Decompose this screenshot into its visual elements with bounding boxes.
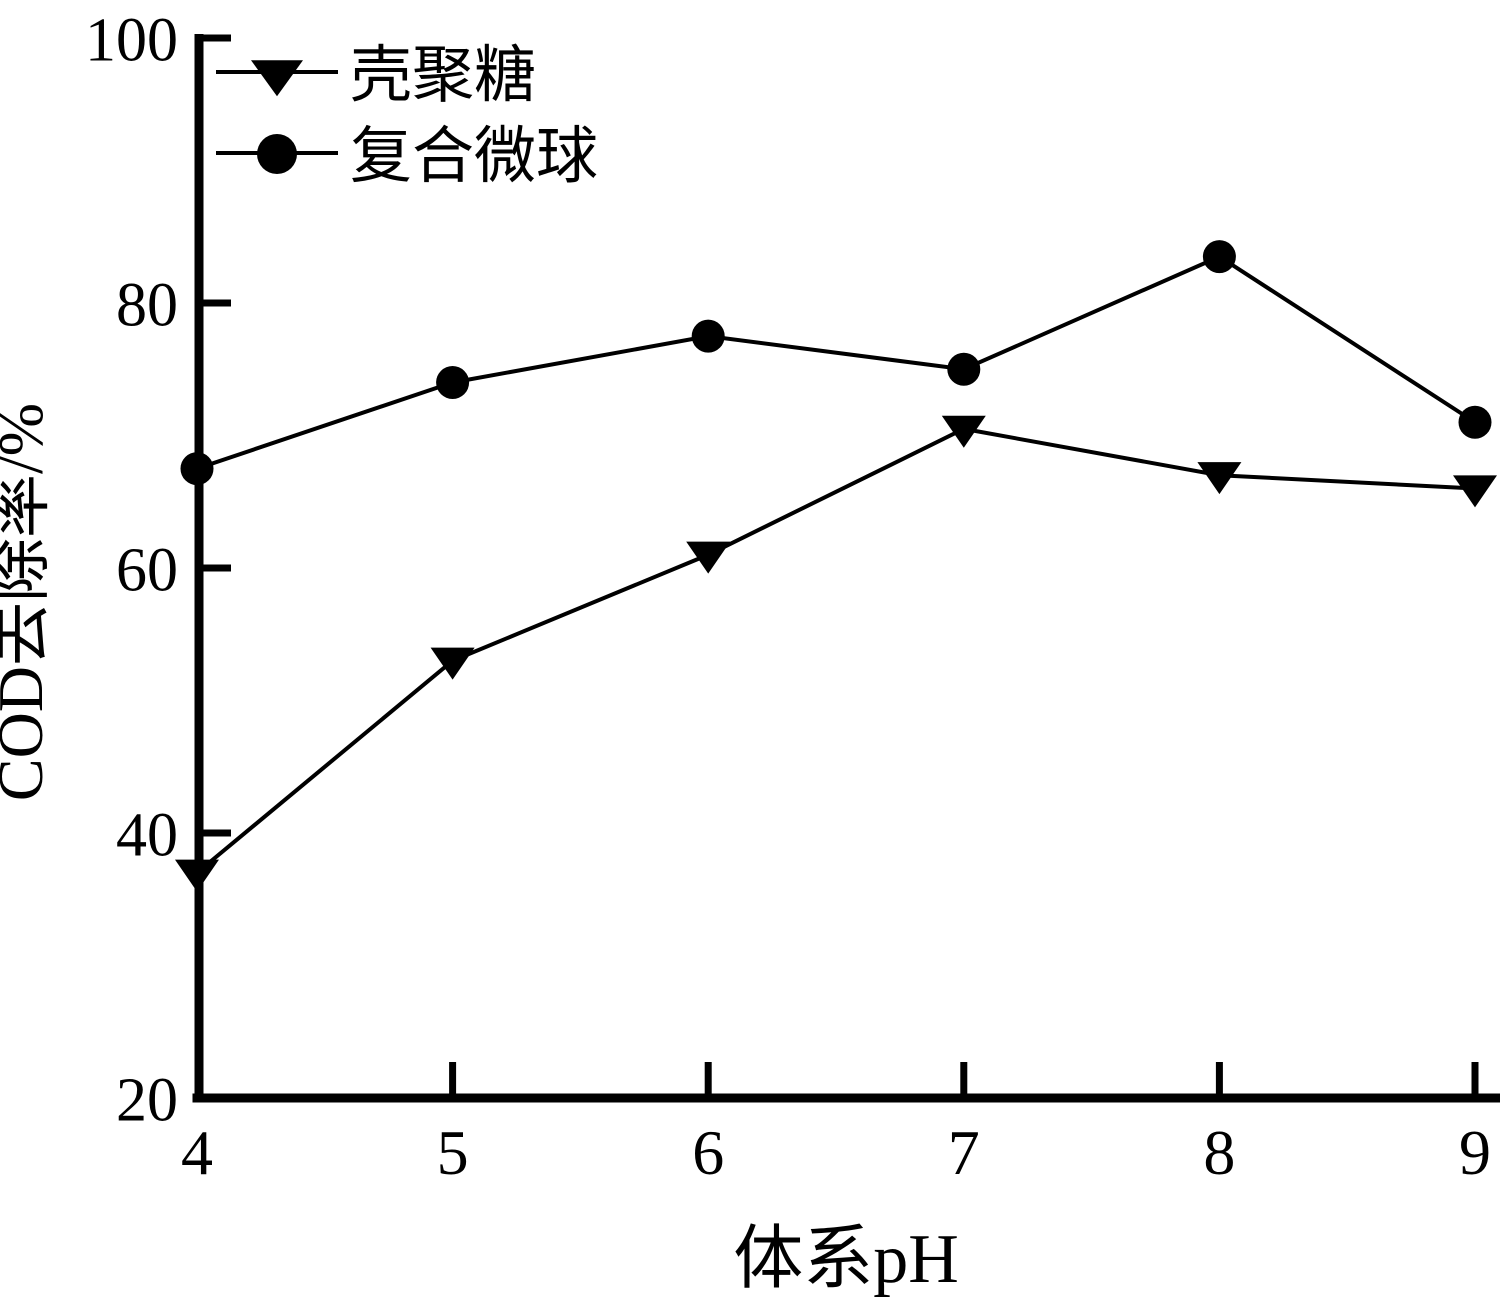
x-tick-label: 4 — [181, 1117, 213, 1188]
legend-label: 复合微球 — [350, 123, 598, 191]
series — [175, 240, 1497, 892]
x-tick-label: 5 — [437, 1117, 469, 1188]
legend-label: 壳聚糖 — [350, 42, 536, 110]
x-axis-title: 体系pH — [733, 1221, 959, 1298]
circle-marker — [1202, 240, 1236, 274]
y-tick-label: 20 — [116, 1066, 178, 1134]
legend-triangle-down-icon — [251, 60, 303, 97]
x-tick-label: 6 — [692, 1117, 724, 1188]
axes: 20 40 60 80 100 4 5 6 7 8 9 — [85, 6, 1500, 1188]
x-tick-label: 8 — [1203, 1117, 1235, 1188]
circle-marker — [180, 452, 214, 486]
legend-entry-composite-microsphere: 复合微球 — [216, 123, 598, 191]
y-tick-label: 40 — [116, 801, 178, 869]
circle-marker — [947, 352, 981, 386]
legend-circle-icon — [257, 134, 297, 174]
triangle-down-marker — [175, 859, 219, 892]
series-line-chitosan — [195, 426, 1476, 875]
triangle-down-marker — [1197, 462, 1242, 495]
circle-marker — [1458, 405, 1492, 439]
circle-marker — [436, 366, 470, 399]
x-tick-label: 7 — [948, 1117, 980, 1188]
y-tick-label: 100 — [85, 6, 178, 74]
triangle-down-marker — [1453, 475, 1497, 508]
x-tick-label: 9 — [1459, 1117, 1491, 1188]
circle-marker — [691, 319, 725, 353]
triangle-down-marker — [430, 647, 475, 680]
y-tick-label: 80 — [116, 271, 178, 339]
series-line-composite-microsphere — [196, 254, 1477, 471]
triangle-down-marker — [686, 541, 731, 574]
y-tick-label: 60 — [116, 536, 178, 604]
triangle-down-marker — [941, 415, 986, 448]
y-axis-title: COD去除率/% — [0, 403, 56, 801]
legend-entry-chitosan: 壳聚糖 — [216, 42, 536, 110]
